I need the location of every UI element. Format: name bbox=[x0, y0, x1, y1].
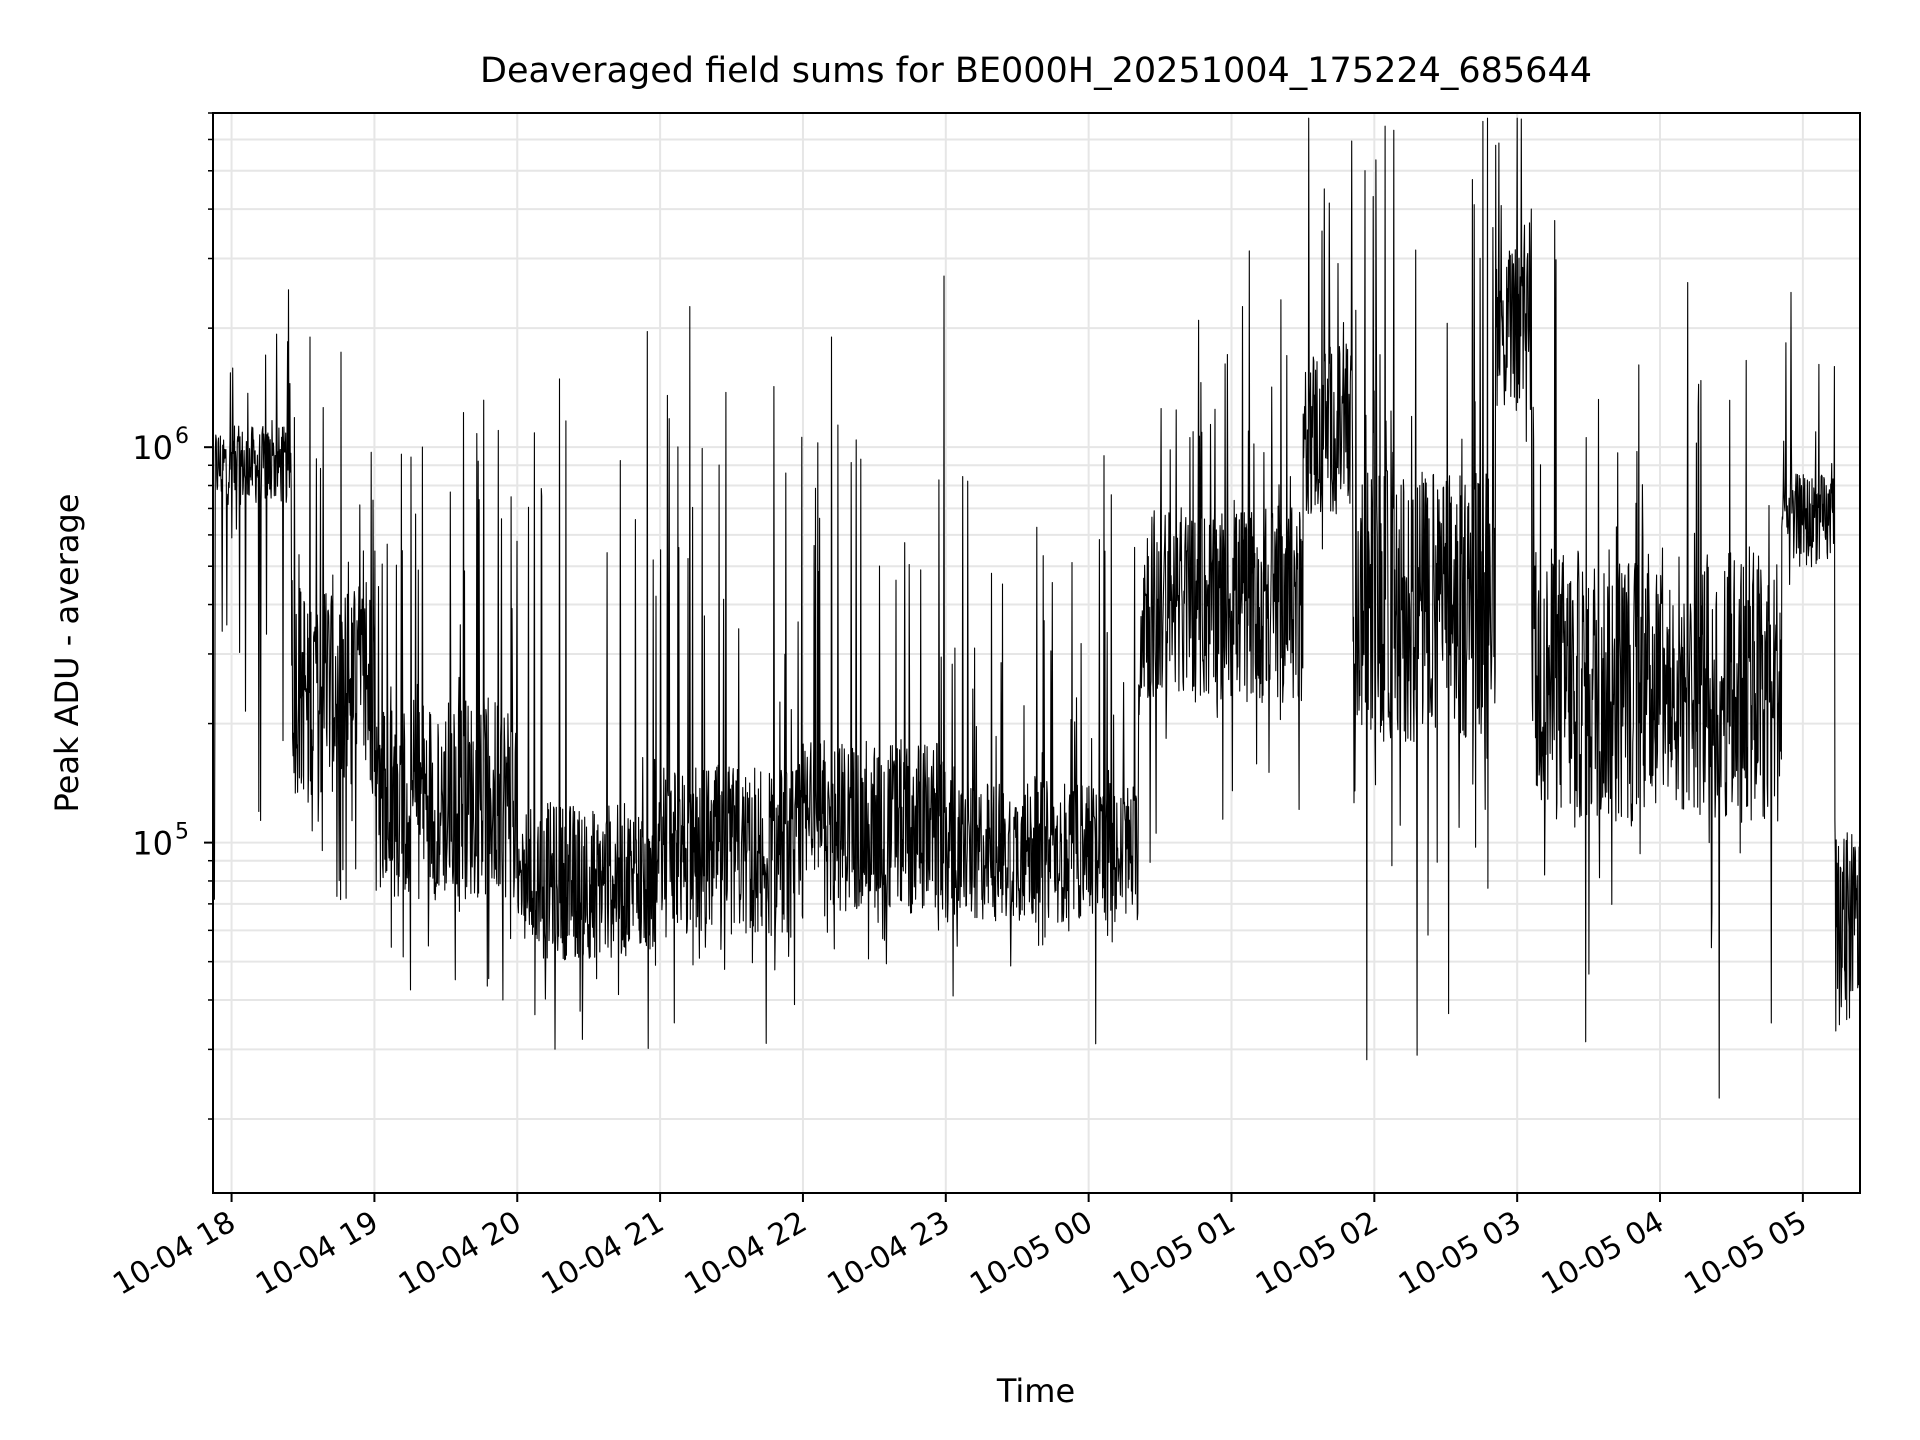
x-axis-label: Time bbox=[996, 1372, 1075, 1410]
y-axis-label: Peak ADU - average bbox=[48, 494, 86, 813]
series-line bbox=[213, 117, 1861, 1169]
y-tick-label-exponent: 6 bbox=[175, 424, 189, 449]
y-tick-label: 10 bbox=[132, 825, 173, 863]
chart-title: Deaveraged field sums for BE000H_2025100… bbox=[480, 51, 1592, 91]
series-group bbox=[213, 117, 1861, 1169]
y-tick-label-exponent: 5 bbox=[175, 820, 189, 845]
plot-frame bbox=[212, 112, 1861, 1194]
y-tick-label: 10 bbox=[132, 429, 173, 467]
